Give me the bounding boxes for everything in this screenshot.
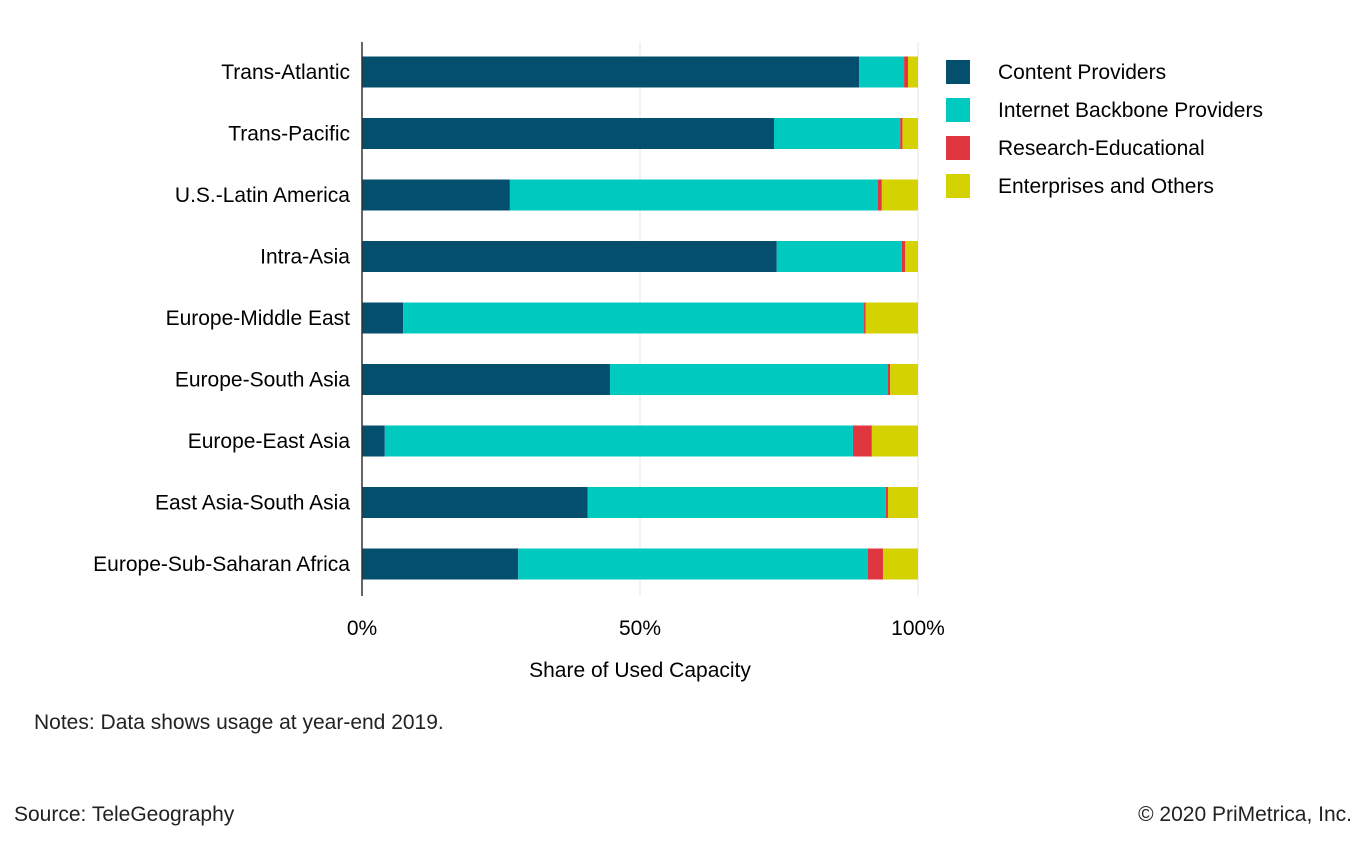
category-label: Trans-Atlantic (221, 61, 350, 84)
legend-label: Content Providers (998, 61, 1166, 84)
source-text: Source: TeleGeography (14, 803, 235, 826)
bar-segment (362, 302, 404, 334)
legend-label: Internet Backbone Providers (998, 99, 1263, 122)
legend-swatch (946, 98, 970, 122)
bar-segment (901, 241, 906, 272)
category-label: Trans-Pacific (228, 123, 350, 146)
x-tick-label: 100% (891, 617, 945, 640)
bar-segment (900, 118, 903, 149)
bar-segment (362, 56, 860, 88)
bar-segment (887, 487, 918, 518)
legend-swatch (946, 136, 970, 160)
bar-segment (362, 241, 777, 272)
bar-segment (609, 364, 888, 395)
bar-segment (509, 179, 878, 211)
bar-segment (907, 56, 918, 88)
category-label: U.S.-Latin America (175, 184, 350, 207)
bar-segment (902, 118, 918, 149)
bar-segment (403, 302, 865, 334)
bar-segment (773, 118, 901, 149)
bar-segment (890, 364, 918, 395)
x-tick-label: 50% (619, 617, 661, 640)
legend-label: Research-Educational (998, 137, 1205, 160)
bar-segment (362, 425, 385, 457)
copyright-text: © 2020 PriMetrica, Inc. (1138, 803, 1352, 826)
bar-segment (904, 56, 908, 88)
bar-segment (859, 56, 905, 88)
category-label: Europe-South Asia (175, 369, 350, 392)
legend-swatch (946, 60, 970, 84)
bar-segment (587, 487, 886, 518)
bar-segment (871, 425, 918, 457)
category-label: Intra-Asia (260, 246, 350, 269)
category-label: Europe-Middle East (166, 307, 351, 330)
bar-segment (881, 179, 918, 211)
category-label: Europe-Sub-Saharan Africa (93, 553, 350, 576)
notes-text: Notes: Data shows usage at year-end 2019… (34, 711, 444, 734)
x-axis-label: Share of Used Capacity (529, 659, 751, 682)
bar-segment (882, 548, 918, 580)
category-label: Europe-East Asia (188, 430, 351, 453)
bar-segment (776, 241, 902, 272)
bar-segment (887, 364, 891, 395)
bar-segment (865, 302, 918, 334)
bar-segment (518, 548, 868, 580)
category-label: East Asia-South Asia (155, 492, 350, 515)
bar-segment (362, 487, 588, 518)
legend-label: Enterprises and Others (998, 175, 1214, 198)
bar-segment (362, 548, 519, 580)
legend-swatch (946, 174, 970, 198)
bar-segment (905, 241, 918, 272)
x-tick-label: 0% (347, 617, 377, 640)
bar-segment (384, 425, 853, 457)
bar-segment (362, 118, 774, 149)
bar-segment (867, 548, 883, 580)
bar-segment (885, 487, 888, 518)
bar-segment (852, 425, 872, 457)
bar-segment (877, 179, 882, 211)
stacked-bar-chart: Trans-Atlantic Trans-Pacific U.S.-Latin Am… (93, 42, 1263, 682)
bar-segment (362, 179, 510, 211)
bar-segment (362, 364, 610, 395)
bar-segment (864, 302, 866, 334)
